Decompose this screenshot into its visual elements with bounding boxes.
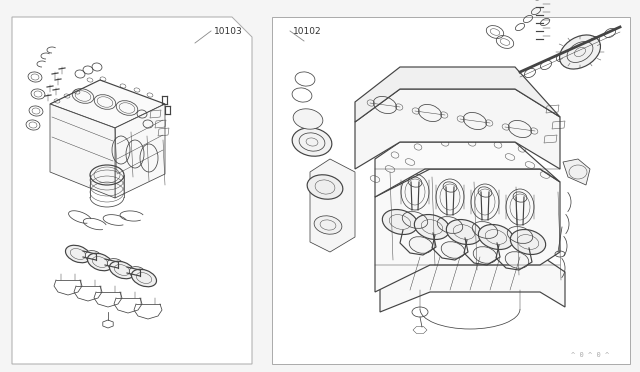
Ellipse shape: [409, 237, 433, 253]
Polygon shape: [310, 159, 355, 252]
Ellipse shape: [478, 225, 514, 250]
Text: 10103: 10103: [214, 27, 243, 36]
Polygon shape: [375, 142, 560, 197]
Ellipse shape: [85, 251, 102, 263]
Polygon shape: [50, 104, 115, 198]
Polygon shape: [355, 67, 560, 122]
Ellipse shape: [382, 209, 418, 234]
Ellipse shape: [441, 242, 465, 258]
Ellipse shape: [293, 109, 323, 129]
Ellipse shape: [559, 35, 600, 69]
Ellipse shape: [131, 269, 157, 287]
Ellipse shape: [88, 253, 113, 271]
Polygon shape: [115, 104, 165, 198]
Ellipse shape: [414, 215, 450, 240]
Polygon shape: [355, 89, 560, 169]
Text: ^ 0 ^ 0 ^: ^ 0 ^ 0 ^: [571, 352, 609, 358]
Ellipse shape: [292, 128, 332, 156]
Ellipse shape: [510, 230, 546, 254]
Polygon shape: [12, 17, 252, 364]
Ellipse shape: [65, 245, 90, 263]
Ellipse shape: [446, 219, 482, 244]
Ellipse shape: [109, 261, 134, 279]
Polygon shape: [272, 17, 630, 364]
Polygon shape: [50, 80, 165, 128]
Ellipse shape: [505, 252, 529, 268]
Ellipse shape: [473, 247, 497, 263]
Text: 10102: 10102: [293, 27, 322, 36]
Polygon shape: [563, 159, 590, 185]
Ellipse shape: [129, 267, 147, 279]
Polygon shape: [380, 255, 565, 312]
Ellipse shape: [108, 259, 125, 272]
Ellipse shape: [307, 175, 343, 199]
Ellipse shape: [314, 216, 342, 234]
Polygon shape: [375, 169, 560, 292]
